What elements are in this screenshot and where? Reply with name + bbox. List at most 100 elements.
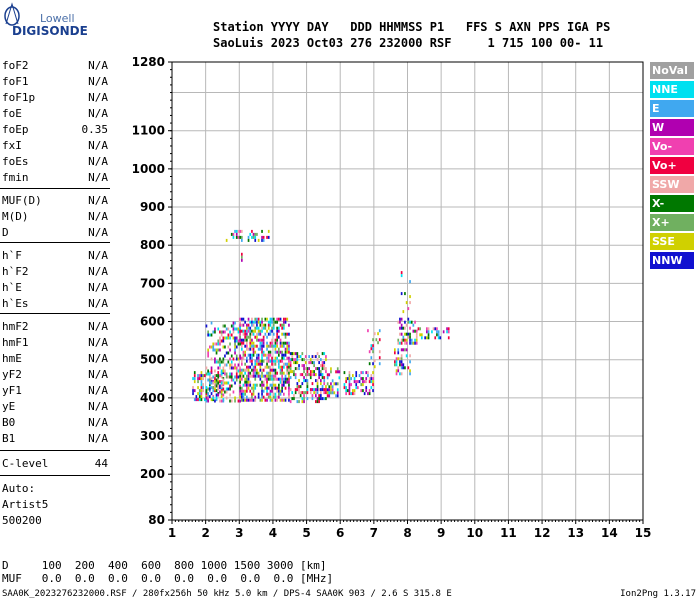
echo-point xyxy=(318,355,320,359)
echo-point xyxy=(299,391,302,395)
echo-point xyxy=(247,383,250,387)
echo-point xyxy=(215,396,218,400)
echo-point xyxy=(274,386,277,390)
echo-point xyxy=(207,396,209,400)
echo-point xyxy=(447,330,450,334)
echo-point xyxy=(304,391,307,395)
echo-point xyxy=(246,341,248,345)
echo-point xyxy=(276,350,278,354)
echo-point xyxy=(286,317,289,321)
echo-point xyxy=(256,362,258,366)
echo-point xyxy=(336,394,339,398)
echo-point xyxy=(330,367,332,371)
echo-point xyxy=(254,317,257,321)
echo-point xyxy=(198,389,201,393)
echo-point xyxy=(299,355,302,359)
echo-point xyxy=(246,359,248,363)
y-tick-label: 700 xyxy=(140,276,165,290)
echo-point xyxy=(200,377,203,381)
echo-point xyxy=(276,332,278,336)
echo-point xyxy=(299,394,302,398)
param-row: foF2 N/A xyxy=(2,59,108,73)
echo-point xyxy=(308,361,310,365)
echo-point xyxy=(294,376,297,380)
echo-point xyxy=(247,238,250,242)
echo-point xyxy=(246,377,248,381)
legend-item: E xyxy=(650,100,694,117)
echo-point xyxy=(262,353,265,357)
echo-point xyxy=(281,344,283,348)
echo-point xyxy=(197,386,199,390)
echo-point xyxy=(279,392,282,396)
echo-point xyxy=(219,339,221,343)
echo-point xyxy=(328,388,331,392)
echo-point xyxy=(283,377,285,381)
echo-point xyxy=(424,336,426,340)
y-tick-label: 300 xyxy=(140,429,165,443)
echo-point xyxy=(269,383,272,387)
echo-point xyxy=(303,367,305,371)
echo-point xyxy=(294,361,297,365)
echo-point xyxy=(333,382,336,386)
echo-point xyxy=(274,338,277,342)
echo-point xyxy=(336,388,339,392)
echo-point xyxy=(320,379,322,383)
echo-point xyxy=(210,345,213,349)
param-row: MUF(D) N/A xyxy=(2,194,108,208)
echo-point xyxy=(198,398,201,402)
echo-point xyxy=(219,360,221,364)
echo-point xyxy=(338,376,341,380)
echo-point xyxy=(296,367,299,371)
echo-point xyxy=(244,377,246,381)
echo-point xyxy=(296,400,299,404)
echo-point xyxy=(345,392,347,396)
echo-point xyxy=(409,360,411,364)
echo-point xyxy=(303,358,305,362)
echo-point xyxy=(242,383,245,387)
echo-point xyxy=(400,292,403,296)
echo-point xyxy=(323,364,326,368)
echo-point xyxy=(220,392,223,396)
echo-point xyxy=(230,384,233,388)
echo-point xyxy=(331,385,334,389)
echo-point xyxy=(235,327,238,331)
echo-point xyxy=(241,374,243,378)
echo-point xyxy=(276,395,278,399)
echo-point xyxy=(241,255,243,259)
echo-point xyxy=(207,333,209,337)
echo-point xyxy=(281,350,283,354)
echo-point xyxy=(360,383,363,387)
echo-point xyxy=(352,374,354,378)
echo-point xyxy=(434,336,437,340)
echo-point xyxy=(294,391,297,395)
echo-point xyxy=(249,356,252,360)
echo-point xyxy=(247,377,250,381)
echo-point xyxy=(279,317,282,321)
echo-point xyxy=(409,372,411,376)
echo-point xyxy=(350,383,352,387)
echo-point xyxy=(288,374,290,378)
echo-point xyxy=(241,347,243,351)
echo-point xyxy=(279,344,282,348)
echo-point xyxy=(274,341,277,345)
echo-point xyxy=(256,323,258,327)
echo-point xyxy=(242,356,245,360)
echo-point xyxy=(244,350,246,354)
echo-point xyxy=(348,383,351,387)
echo-point xyxy=(274,368,277,372)
param-value: N/A xyxy=(88,107,108,120)
echo-point xyxy=(220,386,223,390)
echo-point xyxy=(246,356,248,360)
echo-point xyxy=(219,380,221,384)
echo-point xyxy=(212,330,215,334)
param-row: hmF1 N/A xyxy=(2,336,108,350)
echo-point xyxy=(215,398,218,402)
echo-point xyxy=(281,365,283,369)
echo-point xyxy=(294,352,297,356)
param-value: 44 xyxy=(94,457,108,470)
y-tick-label: 600 xyxy=(140,315,165,329)
echo-point xyxy=(215,378,218,382)
param-name: yF2 xyxy=(2,368,22,381)
echo-point xyxy=(242,398,245,402)
echo-point xyxy=(259,365,262,369)
